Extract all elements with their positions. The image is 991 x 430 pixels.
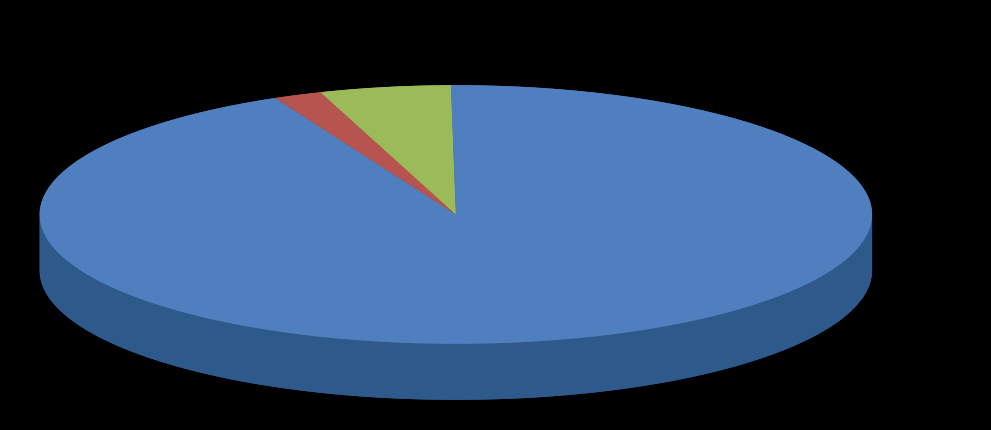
Polygon shape: [451, 86, 456, 215]
Polygon shape: [40, 216, 872, 400]
Polygon shape: [40, 216, 872, 400]
Polygon shape: [40, 86, 872, 344]
Polygon shape: [320, 86, 456, 215]
Polygon shape: [275, 93, 456, 215]
Polygon shape: [275, 93, 456, 215]
Polygon shape: [451, 86, 456, 215]
Polygon shape: [40, 86, 872, 344]
Polygon shape: [320, 86, 456, 215]
